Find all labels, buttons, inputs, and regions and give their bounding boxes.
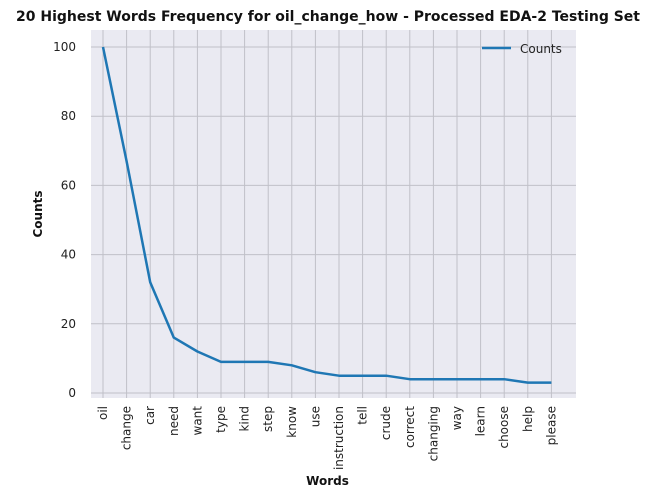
x-tick-label: changing	[426, 406, 440, 461]
x-tick-label: type	[214, 406, 228, 433]
x-tick-label: learn	[474, 406, 488, 436]
series-line-counts	[101, 46, 552, 384]
x-tick-label: choose	[497, 406, 511, 449]
grid	[91, 30, 576, 398]
x-axis-ticks: oil change car need want type kind step know use i…	[96, 406, 558, 470]
x-tick-label: tell	[356, 406, 370, 425]
chart-title: 20 Highest Words Frequency for oil_chang…	[16, 9, 640, 25]
y-tick-label: 60	[61, 178, 76, 192]
x-tick-label: kind	[238, 406, 252, 432]
x-tick-label: change	[120, 406, 134, 450]
y-tick-label: 0	[68, 386, 76, 400]
x-tick-label: step	[261, 406, 275, 432]
y-tick-label: 100	[53, 40, 76, 54]
x-tick-label: correct	[403, 406, 417, 448]
y-axis-ticks: 0 20 40 60 80 100	[53, 40, 76, 400]
x-tick-label: crude	[379, 406, 393, 440]
plot-area	[91, 30, 576, 398]
x-tick-label: help	[521, 406, 535, 432]
y-tick-label: 80	[61, 109, 76, 123]
x-tick-label: need	[167, 406, 181, 436]
legend: Counts	[482, 42, 562, 56]
legend-label: Counts	[520, 42, 562, 56]
y-axis-label: Counts	[31, 190, 45, 237]
x-tick-label: oil	[96, 406, 110, 420]
y-tick-label: 20	[61, 317, 76, 331]
x-tick-label: instruction	[332, 406, 346, 470]
x-tick-label: please	[544, 406, 558, 445]
x-tick-label: car	[143, 406, 157, 425]
x-tick-label: know	[285, 406, 299, 438]
x-axis-label: Words	[306, 474, 349, 488]
x-tick-label: way	[450, 406, 464, 430]
y-tick-label: 40	[61, 248, 76, 262]
x-tick-label: want	[190, 406, 204, 436]
x-tick-label: use	[308, 406, 322, 427]
